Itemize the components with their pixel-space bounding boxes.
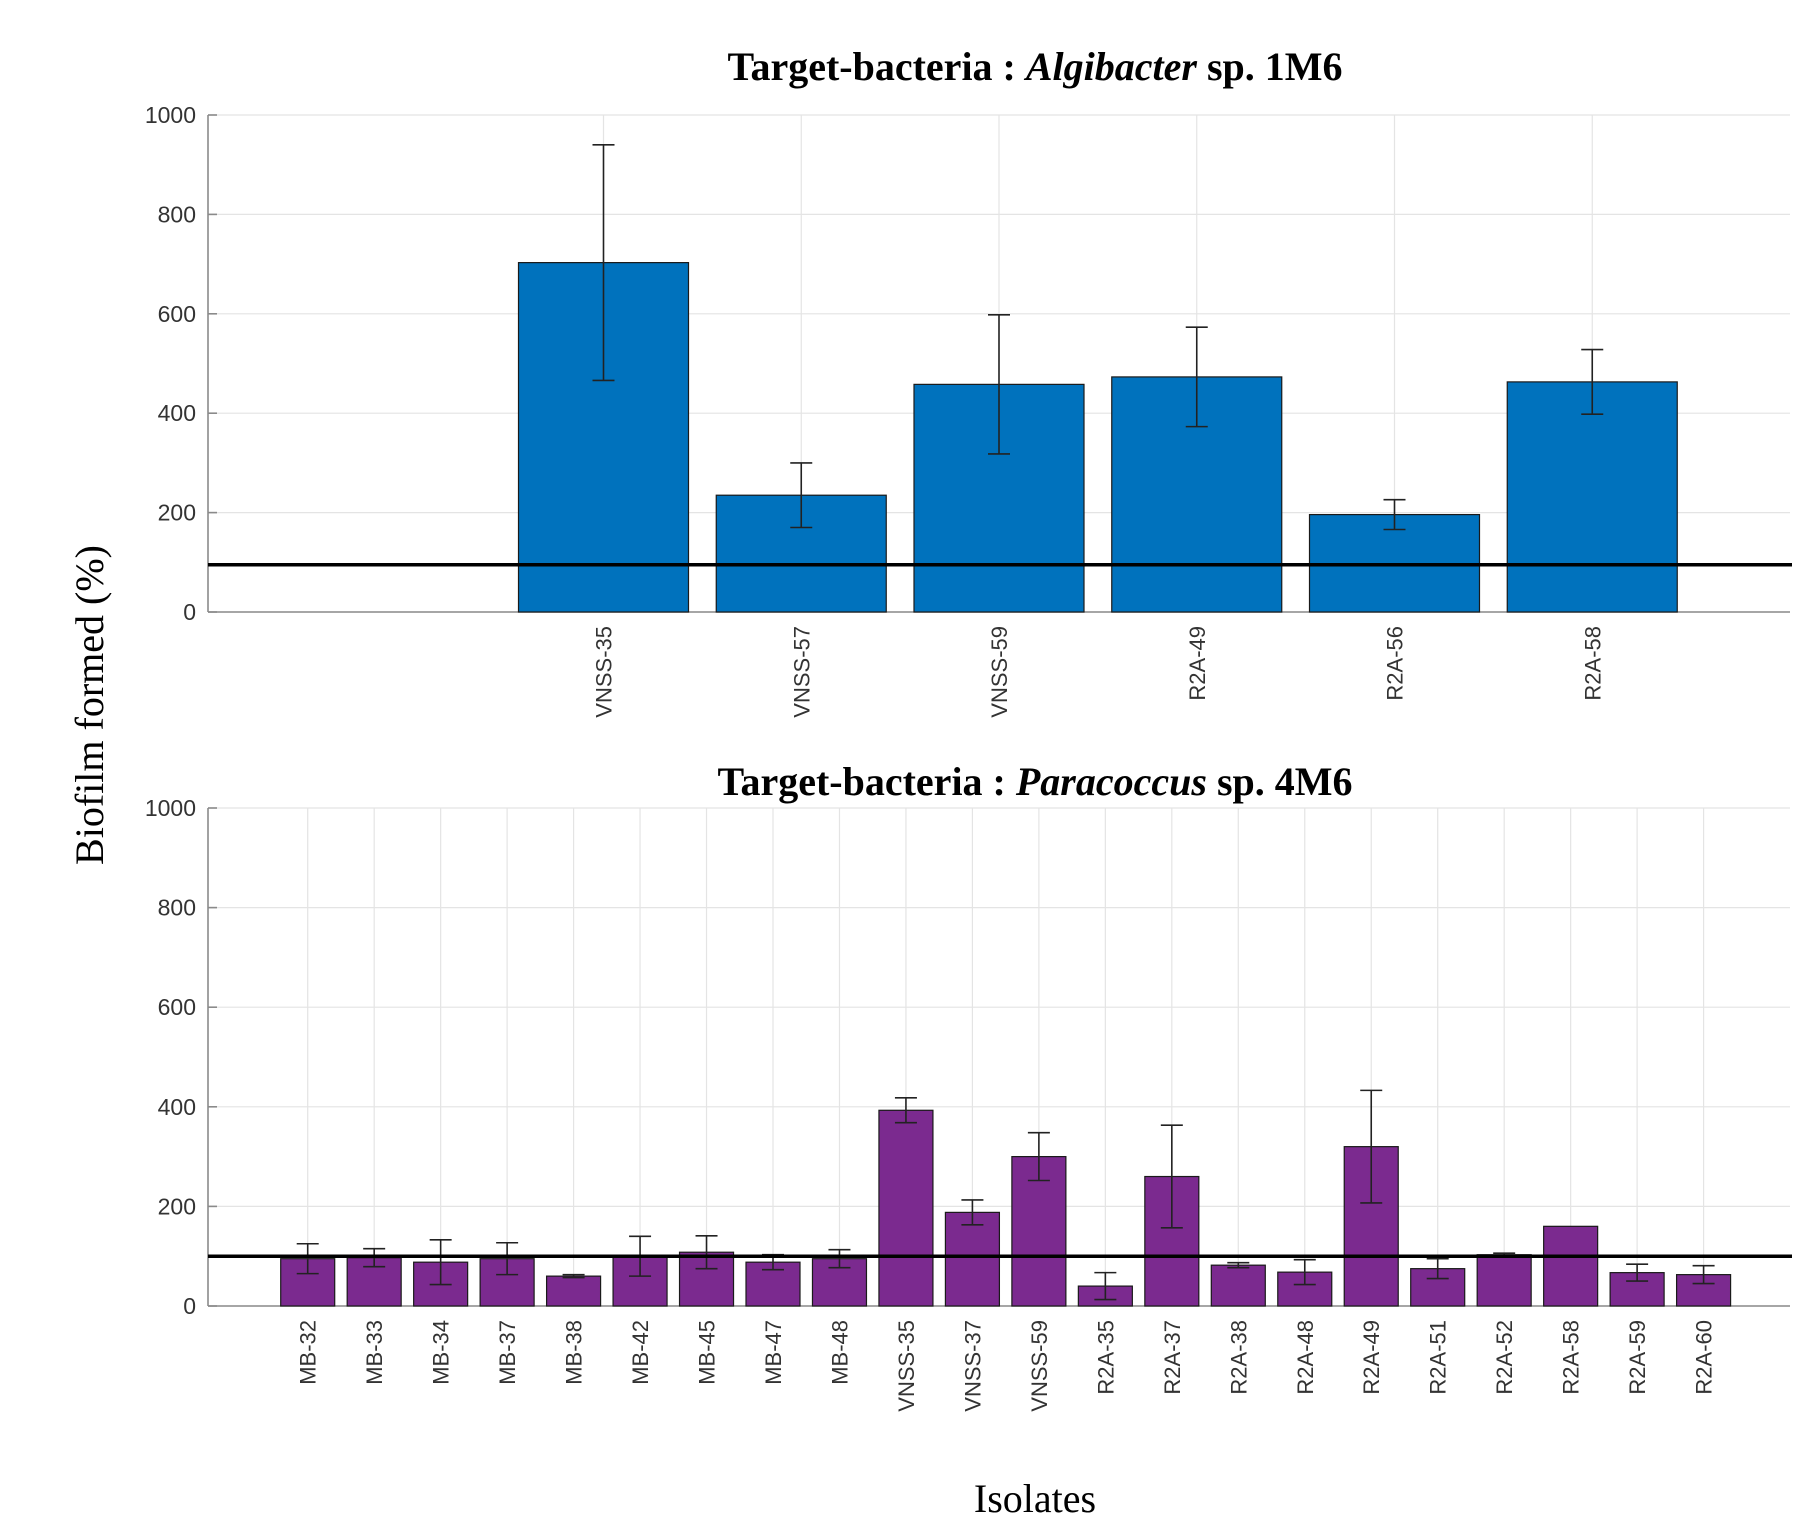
x-tick-label-paracoccus: R2A-37 (1160, 1320, 1185, 1395)
bar-vnss-37 (944, 1211, 1001, 1307)
x-tick-label-paracoccus: MB-45 (695, 1320, 720, 1385)
error-bar-vnss-59 (988, 313, 1010, 455)
error-bar-vnss-59 (1027, 1131, 1050, 1182)
error-bars-algibacter (592, 144, 1604, 531)
x-tick-label-paracoccus: R2A-59 (1625, 1320, 1650, 1395)
error-bar-r2a-58 (1581, 348, 1604, 415)
x-tick-label-paracoccus: R2A-52 (1492, 1320, 1517, 1395)
error-bar-mb-38 (562, 1273, 585, 1279)
x-tick-label-algibacter: R2A-58 (1580, 626, 1605, 701)
x-tick-label-algibacter: R2A-56 (1383, 626, 1408, 701)
y-tick-label-algibacter: 200 (158, 500, 196, 526)
x-tick-label-paracoccus: R2A-49 (1359, 1320, 1384, 1395)
x-tick-label-algibacter: R2A-49 (1185, 626, 1210, 701)
x-tick-label-paracoccus: MB-42 (628, 1320, 653, 1385)
bar-vnss-59 (1011, 1155, 1067, 1307)
chart-algibacter: Target-bacteria : Algibacter sp. 1M6 0 20… (145, 44, 1792, 718)
x-tick-label-paracoccus: R2A-58 (1559, 1320, 1584, 1395)
y-tick-label-algibacter: 0 (183, 599, 196, 625)
y-tick-label-paracoccus: 800 (158, 895, 196, 921)
bar-r2a-58 (1543, 1225, 1599, 1307)
bar-r2a-52 (1476, 1254, 1532, 1307)
error-bar-mb-48 (828, 1248, 851, 1269)
error-bar-r2a-59 (1626, 1263, 1649, 1282)
bar-mb-32 (280, 1258, 336, 1307)
chart-title-algibacter: Target-bacteria : Algibacter sp. 1M6 (727, 44, 1342, 89)
error-bar-r2a-49 (1185, 326, 1208, 428)
y-tick-label-paracoccus: 600 (158, 994, 196, 1020)
x-tick-label-paracoccus: VNSS-37 (960, 1320, 985, 1412)
y-tick-label-paracoccus: 400 (158, 1094, 196, 1120)
bar-mb-38 (545, 1275, 602, 1307)
error-bar-mb-37 (496, 1241, 519, 1276)
x-tick-label-paracoccus: R2A-38 (1226, 1320, 1251, 1395)
y-tick-label-paracoccus: 200 (158, 1193, 196, 1219)
error-bar-vnss-37 (961, 1199, 984, 1226)
error-bar-mb-32 (296, 1242, 319, 1275)
x-tick-label-paracoccus: VNSS-59 (1027, 1320, 1052, 1412)
bar-r2a-38 (1210, 1264, 1266, 1307)
chart-title-paracoccus: Target-bacteria : Paracoccus sp. 4M6 (717, 759, 1352, 804)
bar-r2a-60 (1675, 1274, 1732, 1307)
y-tick-label-algibacter: 1000 (145, 102, 196, 128)
x-axis-label: Isolates (974, 1476, 1096, 1521)
x-tick-label-paracoccus: VNSS-35 (894, 1320, 919, 1412)
bars-algibacter (517, 262, 1678, 613)
x-tick-label-paracoccus: R2A-60 (1692, 1320, 1717, 1395)
error-bar-r2a-51 (1426, 1257, 1449, 1280)
y-tick-label-algibacter: 400 (158, 400, 196, 426)
error-bar-r2a-38 (1227, 1261, 1250, 1269)
x-tick-label-algibacter: VNSS-59 (987, 626, 1012, 718)
y-tick-label-algibacter: 600 (158, 301, 196, 327)
x-tick-label-paracoccus: R2A-48 (1293, 1320, 1318, 1395)
y-tick-labels-algibacter: 0 200 400 600 800 1000 (145, 102, 196, 625)
x-tick-label-algibacter: VNSS-35 (592, 626, 617, 718)
y-tick-label-algibacter: 800 (158, 201, 196, 227)
y-tick-label-paracoccus: 1000 (145, 795, 196, 821)
bar-vnss-35 (878, 1109, 934, 1307)
x-tick-label-paracoccus: MB-48 (827, 1320, 852, 1385)
x-tick-label-paracoccus: MB-37 (495, 1320, 520, 1385)
error-bar-mb-45 (695, 1234, 718, 1270)
error-bar-r2a-48 (1293, 1258, 1316, 1286)
error-bar-r2a-37 (1160, 1124, 1183, 1229)
x-tick-label-paracoccus: MB-38 (562, 1320, 587, 1385)
bar-r2a-58 (1506, 381, 1678, 613)
y-tick-labels-paracoccus: 0 200 400 600 800 1000 (145, 795, 196, 1319)
error-bar-mb-34 (429, 1238, 452, 1286)
x-tick-label-paracoccus: MB-32 (296, 1320, 321, 1385)
error-bar-vnss-35 (894, 1097, 917, 1124)
error-bar-r2a-35 (1094, 1271, 1117, 1301)
x-tick-labels-algibacter: VNSS-35 VNSS-57 VNSS-59 R2A-49 R2A-56 R2A-58 (592, 626, 1606, 718)
error-bar-r2a-56 (1383, 498, 1406, 531)
chart-paracoccus: Target-bacteria : Paracoccus sp. 4M6 0 20… (145, 759, 1792, 1412)
error-bar-r2a-49 (1360, 1089, 1383, 1204)
error-bar-vnss-57 (790, 462, 813, 529)
x-tick-label-paracoccus: R2A-35 (1093, 1320, 1118, 1395)
error-bar-vnss-35 (592, 144, 615, 382)
x-tick-label-paracoccus: MB-47 (761, 1320, 786, 1385)
x-tick-label-paracoccus: MB-34 (429, 1320, 454, 1385)
error-bar-r2a-60 (1692, 1264, 1715, 1285)
x-tick-label-paracoccus: R2A-51 (1426, 1320, 1451, 1395)
x-tick-labels-paracoccus: MB-32 MB-33 MB-34 MB-37 MB-38 MB-42 MB-45 MB-47… (296, 1320, 1717, 1412)
y-axis-label: Biofilm formed (%) (67, 545, 112, 865)
y-tick-label-paracoccus: 0 (183, 1293, 196, 1319)
x-tick-label-algibacter: VNSS-57 (789, 626, 814, 718)
x-tick-label-paracoccus: MB-33 (362, 1320, 387, 1385)
